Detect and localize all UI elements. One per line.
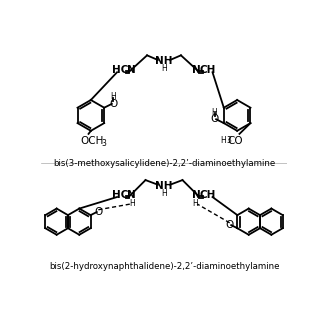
Text: bis(3-methoxysalicylidene)-2,2’-diaminoethylamine: bis(3-methoxysalicylidene)-2,2’-diaminoe… <box>53 159 275 168</box>
Text: O: O <box>94 207 102 217</box>
Text: H: H <box>130 199 135 208</box>
Text: H: H <box>220 136 226 145</box>
Text: H: H <box>193 199 198 208</box>
Text: H: H <box>212 108 218 117</box>
Text: HC: HC <box>112 190 128 200</box>
Text: CH: CH <box>200 65 216 75</box>
Text: NH: NH <box>155 57 173 67</box>
Text: H: H <box>161 189 167 198</box>
Text: O: O <box>226 220 234 230</box>
Text: NH: NH <box>155 181 173 191</box>
Text: CO: CO <box>227 136 243 146</box>
Text: N: N <box>127 190 136 200</box>
Text: N: N <box>192 190 201 200</box>
Text: O: O <box>211 114 219 124</box>
Text: OCH: OCH <box>81 136 104 146</box>
Text: H: H <box>110 92 116 101</box>
Text: 3: 3 <box>101 139 106 148</box>
Text: O: O <box>109 99 117 109</box>
Text: bis(2-hydroxynaphthalidene)-2,2’-diaminoethylamine: bis(2-hydroxynaphthalidene)-2,2’-diamino… <box>49 262 279 271</box>
Text: 3: 3 <box>226 136 231 145</box>
Text: H: H <box>161 64 167 73</box>
Text: N: N <box>192 65 201 75</box>
Text: N: N <box>127 65 136 75</box>
Text: HC: HC <box>112 65 128 75</box>
Text: CH: CH <box>200 190 216 200</box>
